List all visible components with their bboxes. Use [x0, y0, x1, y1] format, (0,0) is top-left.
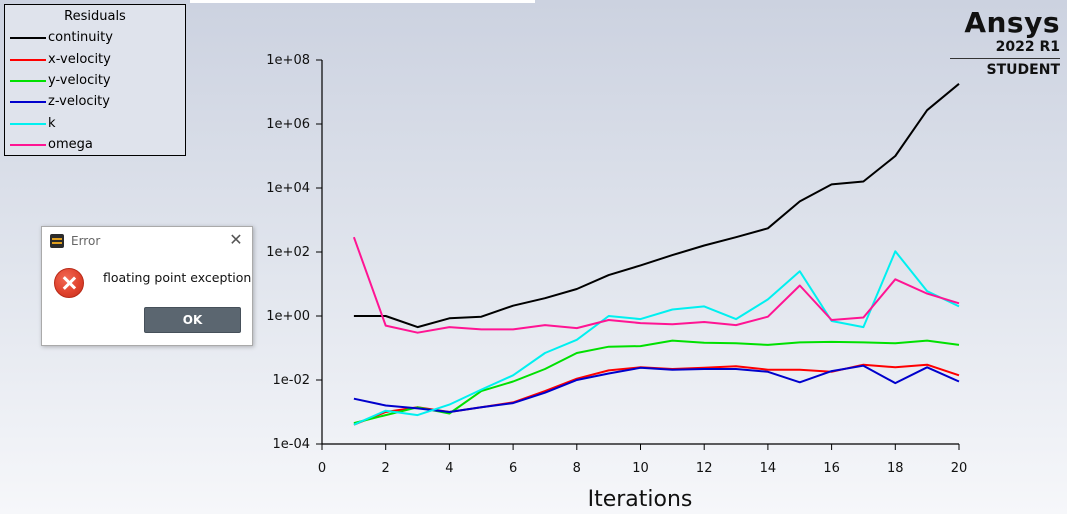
y-tick-label: 1e-04	[272, 437, 310, 452]
logo-divider	[950, 58, 1060, 59]
legend-item-omega: omega	[8, 137, 184, 153]
residuals-legend: Residuals continuity x-velocity y-veloci…	[4, 4, 186, 156]
ansys-logo: Ansys 2022 R1 STUDENT	[950, 8, 1060, 79]
legend-swatch-z-velocity	[10, 101, 46, 103]
legend-swatch-y-velocity	[10, 80, 46, 82]
legend-swatch-k	[10, 123, 46, 125]
series-line-k	[353, 250, 960, 426]
close-icon[interactable]: ✕	[229, 230, 243, 249]
error-message: floating point exception	[103, 270, 252, 285]
legend-item-z-velocity: z-velocity	[8, 94, 184, 110]
legend-label: x-velocity	[48, 52, 111, 67]
dialog-title: Error	[71, 234, 101, 248]
legend-item-y-velocity: y-velocity	[8, 73, 184, 89]
x-tick-label: 20	[951, 461, 968, 476]
plot-series	[352, 83, 960, 426]
x-tick-label: 4	[445, 461, 453, 476]
y-tick-label: 1e+06	[266, 117, 310, 132]
error-dialog: Error ✕ floating point exception OK	[41, 226, 253, 346]
y-tick-label: 1e+02	[266, 245, 310, 260]
legend-label: omega	[48, 137, 93, 152]
legend-title: Residuals	[64, 9, 126, 24]
y-tick-label: 1e-02	[272, 373, 310, 388]
series-line-x-velocity	[353, 363, 960, 426]
top-border-strip	[190, 0, 535, 3]
y-tick-label: 1e+04	[266, 181, 310, 196]
dialog-titlebar[interactable]: Error ✕	[42, 227, 252, 255]
legend-label: y-velocity	[48, 73, 111, 88]
error-icon	[54, 268, 84, 298]
x-tick-label: 18	[887, 461, 904, 476]
legend-item-continuity: continuity	[8, 30, 184, 46]
series-line-continuity	[353, 83, 960, 329]
x-tick-label: 0	[318, 461, 326, 476]
series-line-y-velocity	[353, 339, 960, 425]
legend-item-k: k	[8, 116, 184, 132]
legend-swatch-omega	[10, 144, 46, 146]
series-line-z-velocity	[353, 364, 960, 413]
y-tick-label: 1e+08	[266, 53, 310, 68]
x-tick-label: 14	[760, 461, 777, 476]
legend-label: k	[48, 116, 56, 131]
logo-brand: Ansys	[964, 6, 1060, 39]
legend-swatch-x-velocity	[10, 59, 46, 61]
legend-label: z-velocity	[48, 94, 110, 109]
legend-item-x-velocity: x-velocity	[8, 52, 184, 68]
x-tick-label: 16	[823, 461, 840, 476]
series-line-omega	[352, 236, 960, 334]
logo-version: 2022 R1	[995, 39, 1060, 55]
x-tick-label: 6	[509, 461, 517, 476]
x-axis-label: Iterations	[588, 487, 693, 512]
fluent-app-icon	[50, 234, 64, 248]
legend-label: continuity	[48, 30, 113, 45]
legend-swatch-continuity	[10, 37, 46, 39]
y-tick-label: 1e+00	[266, 309, 310, 324]
ok-button[interactable]: OK	[144, 307, 241, 333]
x-tick-label: 8	[573, 461, 581, 476]
logo-edition: STUDENT	[986, 62, 1060, 78]
plot-axes: 0 2 4 6 8 10 12 14 16 18 20 1e-04 1e-02 1e+00 1e+02 1e+…	[266, 53, 967, 476]
x-tick-label: 10	[632, 461, 649, 476]
x-tick-label: 12	[696, 461, 713, 476]
x-tick-label: 2	[382, 461, 390, 476]
